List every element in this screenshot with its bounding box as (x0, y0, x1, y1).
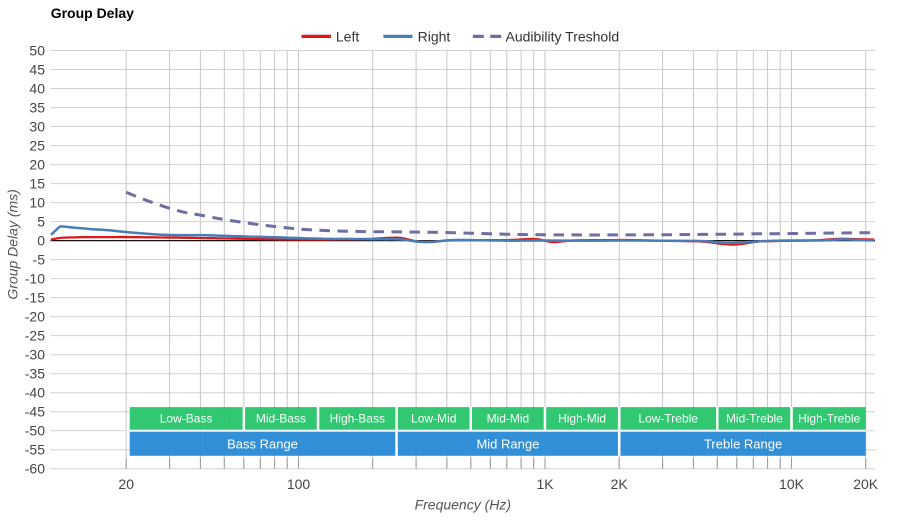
svg-text:10K: 10K (779, 476, 805, 492)
svg-text:-45: -45 (25, 404, 45, 420)
svg-text:-10: -10 (25, 271, 45, 287)
svg-text:Frequency (Hz): Frequency (Hz) (415, 497, 511, 513)
svg-text:-20: -20 (25, 309, 45, 325)
svg-text:Group Delay: Group Delay (51, 5, 134, 21)
svg-text:10: 10 (29, 195, 45, 211)
svg-text:-15: -15 (25, 290, 45, 306)
svg-text:0: 0 (37, 233, 45, 249)
svg-text:5: 5 (37, 214, 45, 230)
svg-text:-5: -5 (33, 252, 46, 268)
svg-text:High-Treble: High-Treble (798, 412, 861, 426)
svg-text:-55: -55 (25, 442, 45, 458)
svg-text:50: 50 (29, 43, 45, 59)
svg-text:100: 100 (287, 476, 311, 492)
svg-text:-30: -30 (25, 347, 45, 363)
svg-text:Mid-Treble: Mid-Treble (726, 412, 783, 426)
svg-text:Mid-Mid: Mid-Mid (487, 412, 530, 426)
svg-text:-50: -50 (25, 423, 45, 439)
svg-text:15: 15 (29, 176, 45, 192)
svg-text:Left: Left (336, 28, 359, 44)
svg-text:20: 20 (29, 157, 45, 173)
svg-text:Treble Range: Treble Range (704, 436, 782, 451)
svg-text:Low-Bass: Low-Bass (160, 412, 213, 426)
svg-text:45: 45 (29, 62, 45, 78)
svg-text:High-Bass: High-Bass (330, 412, 385, 426)
svg-text:20: 20 (118, 476, 134, 492)
svg-text:30: 30 (29, 119, 45, 135)
svg-text:20K: 20K (853, 476, 879, 492)
svg-text:2K: 2K (611, 476, 629, 492)
svg-text:-35: -35 (25, 366, 45, 382)
svg-text:Right: Right (418, 28, 451, 44)
svg-text:Mid-Bass: Mid-Bass (256, 412, 306, 426)
svg-text:Mid Range: Mid Range (476, 436, 539, 451)
svg-text:1K: 1K (536, 476, 554, 492)
svg-text:35: 35 (29, 100, 45, 116)
svg-text:Audibility Treshold: Audibility Treshold (506, 28, 620, 44)
svg-text:-40: -40 (25, 385, 45, 401)
svg-text:Low-Treble: Low-Treble (638, 412, 698, 426)
svg-text:Group Delay (ms): Group Delay (ms) (5, 189, 21, 299)
svg-text:25: 25 (29, 138, 45, 154)
svg-text:-60: -60 (25, 461, 45, 477)
svg-text:High-Mid: High-Mid (558, 412, 606, 426)
svg-text:-25: -25 (25, 328, 45, 344)
svg-text:Low-Mid: Low-Mid (411, 412, 456, 426)
svg-text:Bass Range: Bass Range (227, 436, 298, 451)
svg-text:40: 40 (29, 81, 45, 97)
